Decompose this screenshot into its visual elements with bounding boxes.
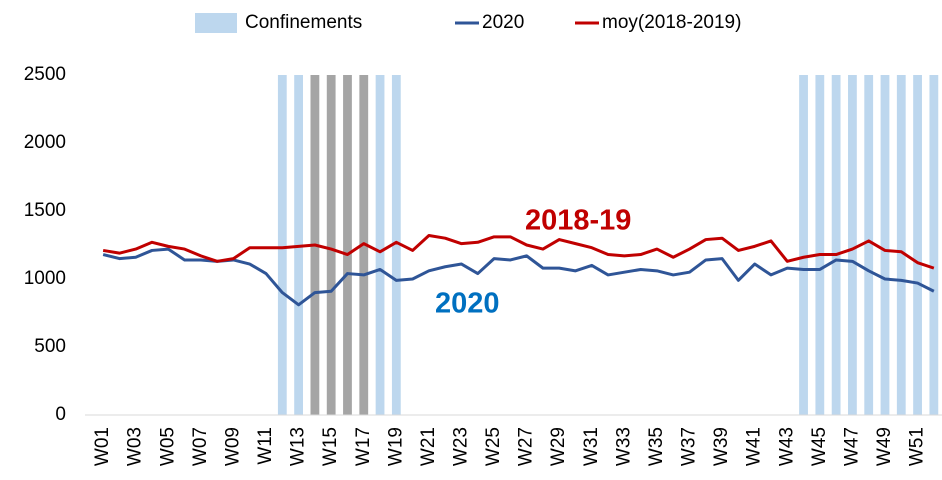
x-tick-label: W23 [451, 427, 472, 466]
annotation: 2020 [435, 288, 500, 320]
confinement-bar [343, 75, 352, 415]
confinement-bar [864, 75, 874, 415]
x-tick-label: W15 [320, 427, 341, 466]
x-tick-label: W45 [809, 427, 830, 466]
y-tick-label: 1500 [24, 200, 66, 221]
x-tick-label: W49 [874, 427, 895, 466]
x-tick-label: W39 [711, 427, 732, 466]
legend-label: moy(2018-2019) [602, 12, 741, 33]
x-tick-label: W43 [776, 427, 797, 466]
confinement-bar [880, 75, 890, 415]
y-tick-label: 0 [55, 404, 66, 425]
annotation: 2018-19 [525, 205, 631, 237]
x-tick-label: W33 [613, 427, 634, 466]
x-tick-label: W13 [288, 427, 309, 466]
x-tick-label: W19 [385, 427, 406, 466]
x-tick-label: W31 [581, 427, 602, 466]
x-tick-label: W51 [907, 427, 928, 466]
confinement-bar [326, 75, 336, 415]
confinement-bar [831, 75, 841, 415]
x-tick-label: W07 [190, 427, 211, 466]
x-tick-label: W03 [125, 427, 146, 466]
legend-label: Confinements [245, 12, 362, 33]
y-tick-label: 2000 [24, 132, 66, 153]
x-tick-label: W17 [353, 427, 374, 466]
line-series [102, 247, 935, 307]
line-series [102, 233, 935, 270]
x-tick-label: W11 [255, 427, 276, 465]
y-tick-label: 2500 [24, 64, 66, 85]
confinement-bar [815, 75, 825, 415]
confinement-bar [277, 75, 287, 415]
x-tick-label: W37 [679, 427, 700, 466]
y-tick-label: 1000 [24, 268, 66, 289]
confinement-bar [896, 75, 906, 415]
x-tick-label: W35 [646, 427, 667, 466]
x-tick-label: W41 [744, 427, 765, 466]
confinement-bar [799, 75, 808, 415]
confinement-bar [848, 75, 857, 415]
x-tick-label: W01 [92, 427, 113, 466]
confinement-bar [913, 75, 922, 415]
confinement-bar [391, 75, 401, 415]
x-tick-label: W47 [841, 427, 862, 466]
x-tick-label: W09 [222, 427, 243, 466]
legend-label: 2020 [482, 12, 524, 33]
confinement-bar [375, 75, 385, 415]
confinement-bar [929, 75, 939, 415]
y-tick-label: 500 [34, 336, 66, 357]
x-tick-label: W21 [418, 427, 439, 466]
x-tick-label: W05 [157, 427, 178, 466]
x-tick-label: W29 [548, 427, 569, 466]
x-tick-label: W27 [516, 427, 537, 466]
legend-swatch [195, 13, 237, 33]
x-tick-label: W25 [483, 427, 504, 466]
